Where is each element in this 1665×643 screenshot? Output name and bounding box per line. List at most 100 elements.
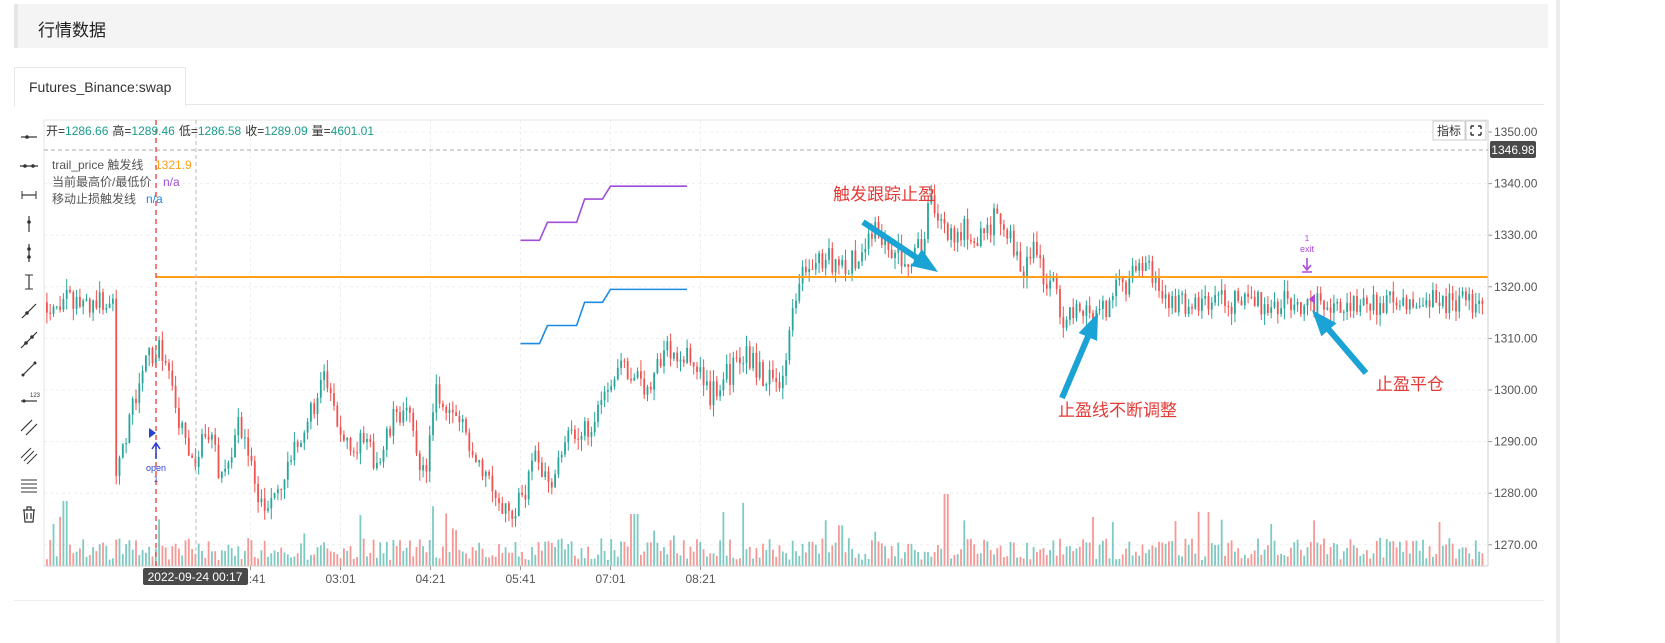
page-title: 行情数据 (38, 21, 106, 40)
candle-body (861, 252, 863, 262)
legend-value-2: n/a (146, 192, 163, 206)
candle-body (514, 515, 517, 519)
candle-body (121, 444, 124, 458)
candle-body (857, 261, 860, 269)
volume-bar (927, 552, 929, 566)
volume-bar (1329, 546, 1332, 566)
page-scrollbar[interactable] (1556, 0, 1560, 643)
volume-bar (679, 555, 682, 566)
fullscreen-button[interactable] (1465, 120, 1487, 141)
volume-bar (1257, 538, 1259, 566)
volume-bar (514, 542, 517, 566)
legend-item-2: 移动止损触发线 (52, 191, 136, 206)
volume-bar (306, 559, 309, 566)
candle-body (758, 362, 761, 378)
candle-body (600, 400, 603, 405)
candle-body (1006, 229, 1009, 239)
candle-body (956, 231, 959, 243)
volume-bar (125, 544, 127, 566)
volume-bar (1045, 555, 1048, 566)
candle-body (178, 407, 180, 429)
candle-body (1237, 290, 1240, 301)
volume-bar (1293, 542, 1296, 566)
candle-body (851, 250, 853, 274)
volume-bar (115, 539, 118, 566)
volume-bars (46, 494, 1484, 566)
trigger-arrow (861, 219, 938, 272)
indicator-button[interactable] (1432, 120, 1466, 141)
candle-body (85, 299, 88, 301)
volume-bar (1263, 549, 1266, 566)
candle-body (481, 460, 484, 477)
candle-body (1184, 293, 1187, 315)
candle-body (1207, 296, 1210, 310)
candle-body (191, 455, 193, 458)
candle-body (148, 347, 151, 356)
volume-bar (1181, 556, 1183, 566)
volume-bar (511, 552, 514, 566)
volume-bar (1135, 551, 1137, 566)
volume-bar (1468, 553, 1471, 566)
segment-icon[interactable] (18, 354, 40, 383)
channel-icon[interactable] (18, 441, 40, 470)
crosshair-price-label: 1346.98 (1491, 143, 1535, 157)
candle-body (1065, 319, 1068, 328)
volume-bar (772, 549, 774, 566)
candle-body (1280, 308, 1282, 315)
volume-bar (1422, 539, 1424, 566)
chart-axes: 1270.00 1280.00 1290.00 1300.00 1310.00 1320.… (44, 120, 1538, 586)
vertical-line-icon[interactable] (18, 238, 40, 267)
candle-body (1003, 224, 1005, 230)
candle-body (1095, 310, 1098, 319)
volume-bar (722, 511, 725, 566)
volume-bar (1121, 554, 1124, 566)
candle-body (1290, 298, 1292, 311)
extended-line-icon[interactable] (18, 325, 40, 354)
volume-bar (1316, 542, 1319, 566)
volume-bar (814, 544, 817, 566)
candle-body (821, 253, 824, 269)
candle-body (976, 242, 979, 247)
volume-bar (1098, 544, 1101, 566)
volume-bar (778, 545, 781, 566)
vertical-segment-icon[interactable] (18, 267, 40, 296)
candle-body (838, 259, 840, 266)
ray-icon[interactable] (18, 296, 40, 325)
volume-bar (808, 541, 811, 566)
horizontal-line-icon[interactable] (18, 151, 40, 180)
price-line-icon[interactable]: 123 (18, 383, 40, 412)
volume-bar (603, 550, 606, 566)
candle-body (465, 419, 467, 433)
candle-body (376, 462, 378, 469)
price-chart[interactable]: 1270.00 1280.00 1290.00 1300.00 1310.00 1320.… (0, 0, 1556, 643)
candle-body (333, 393, 335, 406)
candle-body (1329, 307, 1332, 313)
candle-body (524, 494, 527, 500)
fibonacci-icon[interactable] (18, 470, 40, 499)
tab-futures-binance-swap[interactable]: Futures_Binance:swap (14, 67, 187, 107)
trash-icon[interactable] (18, 499, 40, 528)
candle-body (244, 437, 246, 439)
open-marker-count: 1 (154, 475, 159, 484)
candle-body (1349, 302, 1352, 311)
candle-body (1471, 293, 1474, 313)
volume-bar (1428, 546, 1431, 566)
candle-body (158, 340, 160, 358)
volume-bar (409, 540, 411, 566)
volume-bar (79, 548, 81, 566)
volume-bar (1026, 542, 1028, 566)
candle-body (105, 307, 108, 310)
volume-bar (537, 542, 540, 566)
candle-body (1300, 302, 1302, 315)
candle-body (92, 300, 94, 313)
candle-body (435, 384, 438, 413)
y-tick-label: 1280.00 (1494, 486, 1538, 500)
candle-body (389, 428, 391, 436)
candle-body (326, 371, 329, 389)
horizontal-ray-icon[interactable] (18, 122, 40, 151)
horizontal-segment-icon[interactable] (18, 180, 40, 209)
candle-body (1379, 303, 1381, 315)
vertical-ray-icon[interactable] (18, 209, 40, 238)
volume-bar (620, 541, 622, 566)
parallel-lines-icon[interactable] (18, 412, 40, 441)
